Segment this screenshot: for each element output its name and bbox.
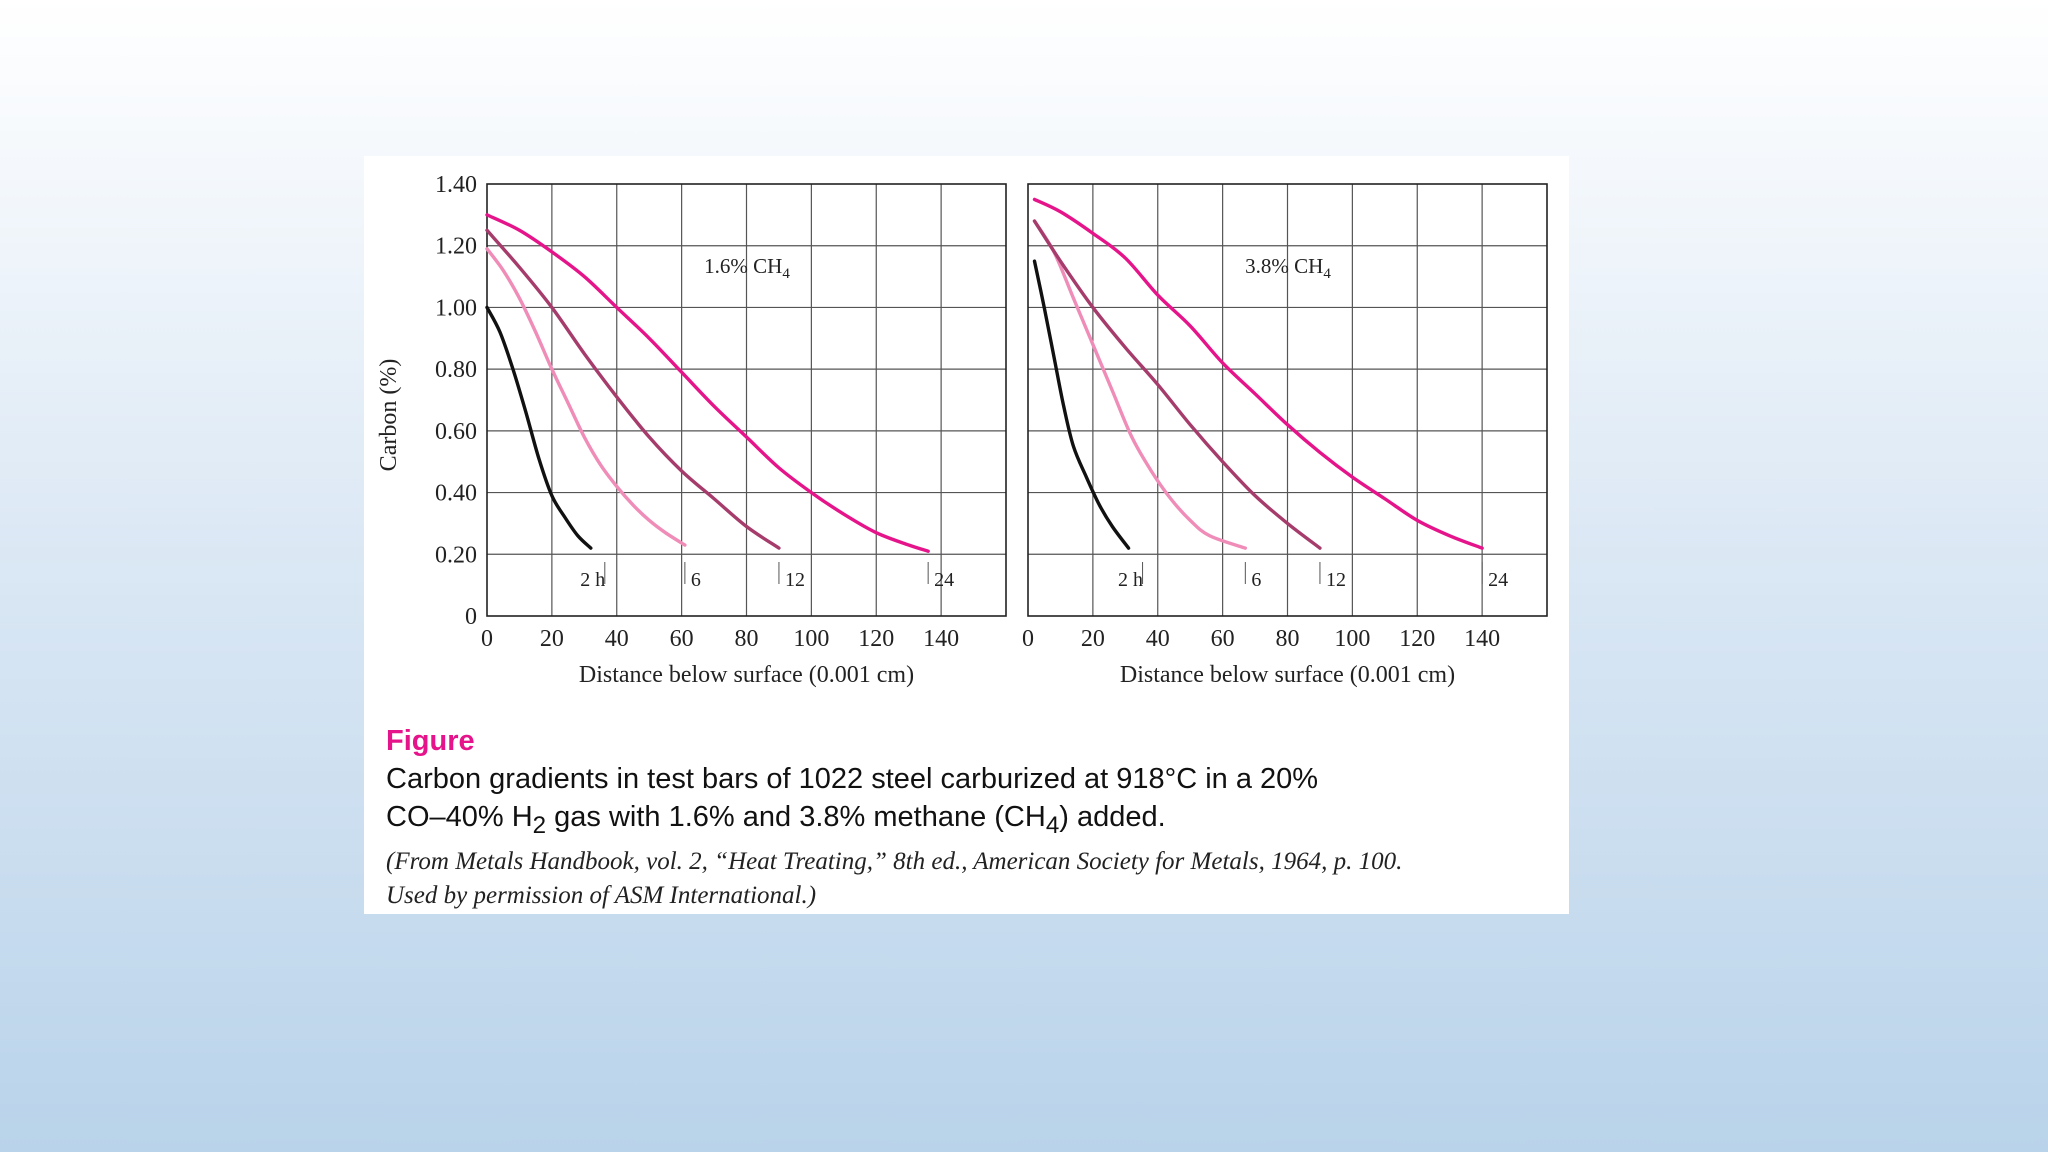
x-tick-label: 140 [923,626,959,652]
caption-line-2-c: ) added. [1059,801,1166,833]
x-tick-label: 80 [1276,626,1300,652]
x-axis-label: Distance below surface (0.001 cm) [579,662,914,688]
series-line-12 [1032,219,1322,550]
x-tick-label: 0 [481,626,493,652]
x-tick-label: 120 [1399,626,1435,652]
series-line-12 [485,228,781,550]
caption-label: Figure [386,725,475,757]
y-tick-label: 1.20 [435,234,477,260]
y-tick-label: 0 [465,604,477,630]
y-tick-label: 0.20 [435,542,477,568]
series-label: 2 h [1118,569,1143,591]
x-tick-label: 120 [858,626,894,652]
caption-source-2: Used by permission of ASM International.… [386,881,817,909]
caption-source-1: (From Metals Handbook, vol. 2, “Heat Tre… [386,847,1403,875]
series-line-24 [1032,197,1484,550]
series-line-6 [485,247,687,547]
caption-line-2-sub-1: 2 [532,811,547,839]
series-line-24 [485,213,930,553]
series-line-2h [485,305,593,550]
x-tick-label: 40 [605,626,629,652]
x-axis-label: Distance below surface (0.001 cm) [1120,662,1455,688]
plot-frame [486,183,1007,617]
series-label: 6 [1251,569,1261,591]
x-tick-label: 100 [793,626,829,652]
caption-line-2-a: CO–40% H [386,801,533,833]
methane-annotation: 1.6% CH4 [704,254,790,282]
y-tick-label: 1.40 [435,172,477,198]
series-label: 24 [1488,569,1508,591]
series-label: 12 [1326,569,1346,591]
methane-annotation: 3.8% CH4 [1245,254,1331,282]
y-tick-label: 1.00 [435,295,477,321]
x-tick-label: 140 [1464,626,1500,652]
x-tick-label: 60 [670,626,694,652]
series-label: 12 [785,569,805,591]
series-line-6 [1032,219,1248,550]
series-label: 24 [934,569,954,591]
caption-line-2-sub-2: 4 [1045,811,1060,839]
x-tick-label: 20 [540,626,564,652]
x-tick-label: 20 [1081,626,1105,652]
x-tick-label: 100 [1334,626,1370,652]
plot-frame [1027,183,1548,617]
caption-line-1: Carbon gradients in test bars of 1022 st… [386,763,1319,795]
chart-panel-right: 0 20 40 60 80 100 120 140 Distance below surface… [1022,183,1548,688]
x-tick-label: 80 [735,626,759,652]
figure-card: 0 20 40 60 80 100 120 140 Distance below surface… [364,156,1569,914]
x-tick-label: 40 [1146,626,1170,652]
series-label: 6 [691,569,701,591]
x-tick-label: 0 [1022,626,1034,652]
x-tick-label: 60 [1211,626,1235,652]
caption-line-2-b: gas with 1.6% and 3.8% methane (CH [546,801,1046,833]
series-line-2h [1032,259,1131,550]
series-label: 2 h [580,569,605,591]
y-axis-label: Carbon (%) [376,359,402,472]
figure-caption: Figure Carbon gradients in test bars of … [386,722,1556,913]
y-tick-label: 0.60 [435,419,477,445]
y-tick-label: 0.40 [435,481,477,507]
caption-line-2: CO–40% H2 gas with 1.6% and 3.8% methane… [386,798,1556,845]
y-tick-label: 0.80 [435,357,477,383]
